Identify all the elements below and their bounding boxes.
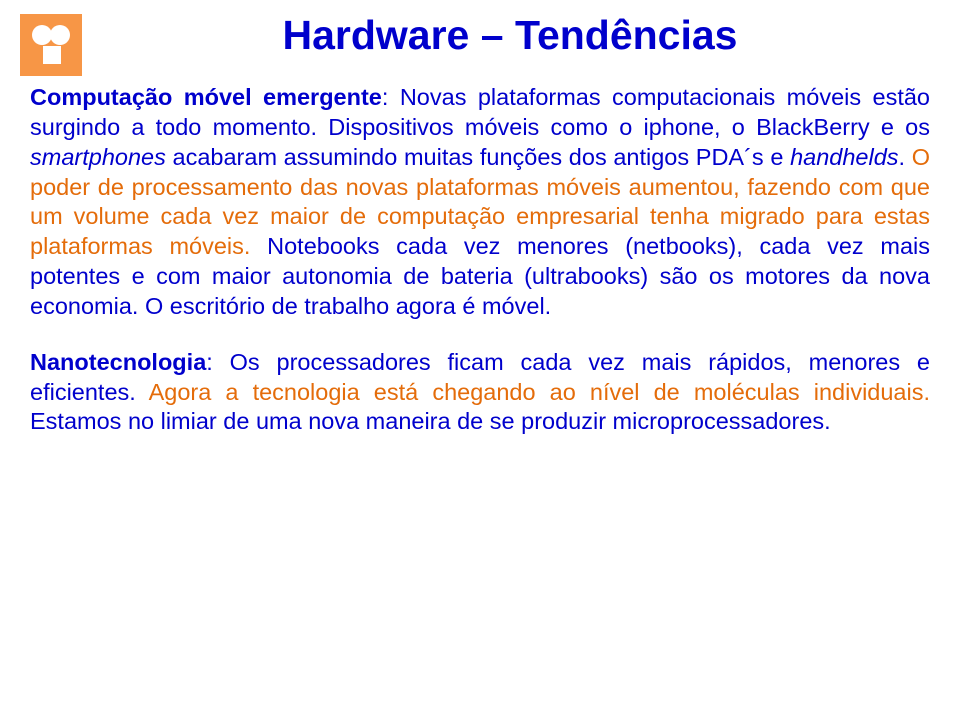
p1-lead: Computação móvel emergente: Novas plataf… [30, 84, 930, 170]
p1-colon: : [382, 84, 400, 110]
slide-icon [20, 14, 82, 76]
paragraph-1: Computação móvel emergente: Novas plataf… [30, 83, 930, 322]
p2-orange-text: Agora a tecnologia está chegando ao níve… [149, 379, 930, 405]
p1-text-c: . [899, 144, 912, 170]
p2-colon: : [206, 349, 229, 375]
p1-text-b: acabaram assumindo muitas funções dos an… [166, 144, 790, 170]
p1-italic-handhelds: handhelds [790, 144, 898, 170]
p1-bold-term: Computação móvel emergente [30, 84, 382, 110]
slide-title: Hardware – Tendências [90, 12, 930, 59]
shapes-icon [28, 22, 74, 68]
paragraph-2: Nanotecnologia: Os processadores ficam c… [30, 348, 930, 438]
p1-italic-smartphones: smartphones [30, 144, 166, 170]
p2-text-b: Estamos no limiar de uma nova maneira de… [30, 408, 831, 434]
p1-text-e: O escritório de trabalho agora é móvel. [145, 293, 551, 319]
p2-bold-term: Nanotecnologia [30, 349, 206, 375]
